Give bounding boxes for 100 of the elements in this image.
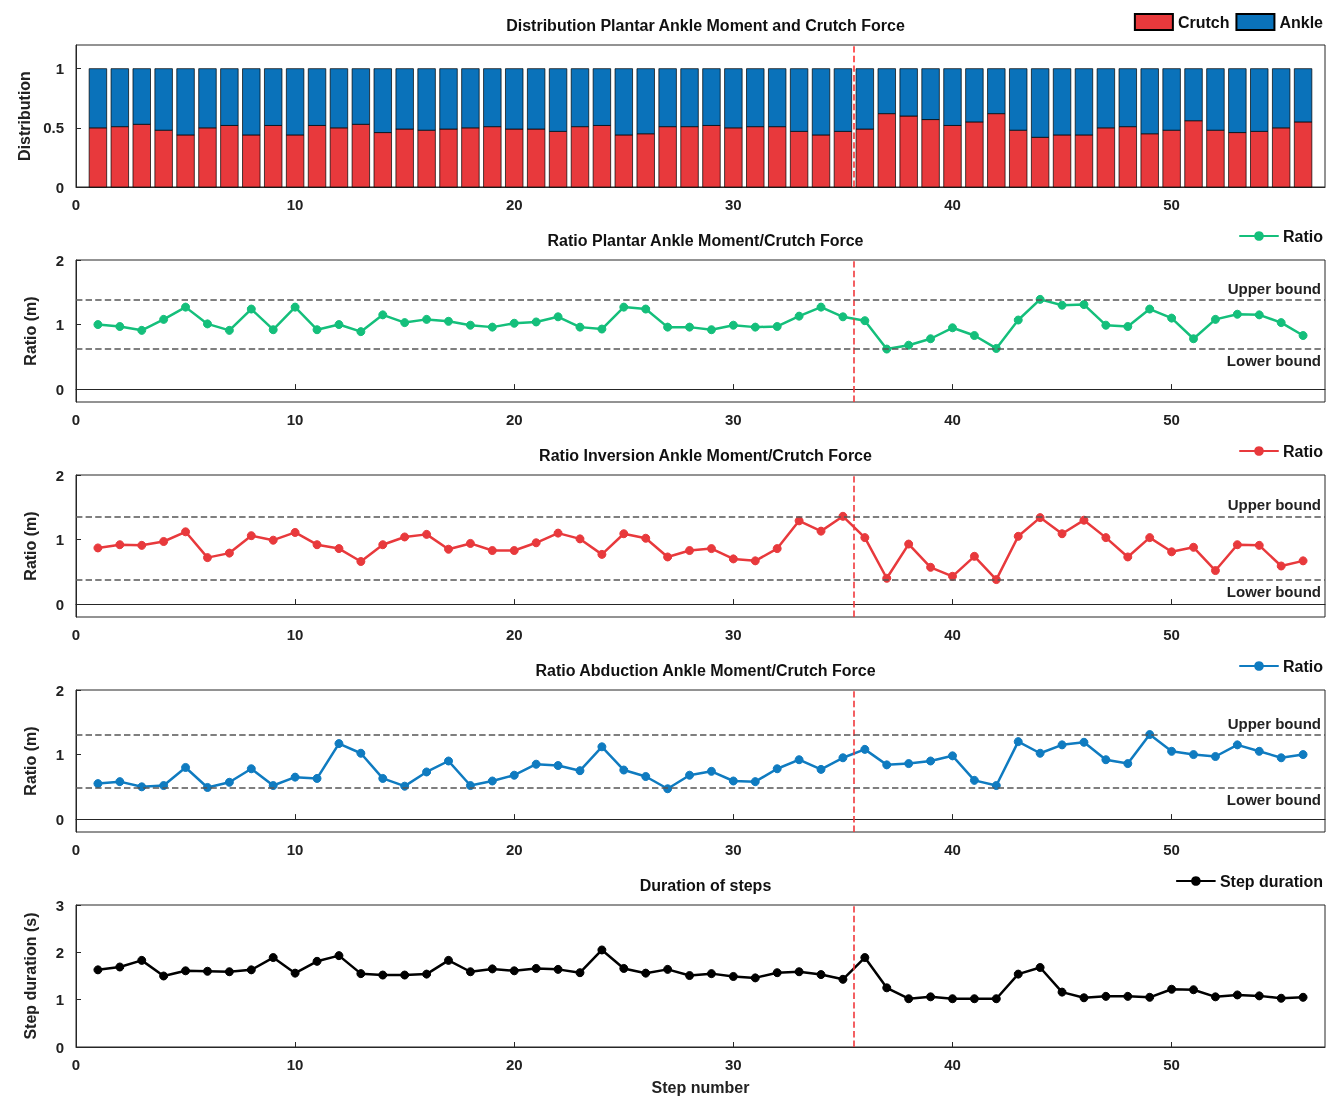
- point: [444, 544, 454, 554]
- point: [1123, 552, 1133, 562]
- point: [838, 753, 848, 763]
- point: [575, 766, 585, 776]
- point: [137, 325, 147, 335]
- point: [268, 535, 278, 545]
- y-tick-label: 0: [55, 1038, 64, 1056]
- point: [487, 546, 497, 556]
- chart-title: Distribution Plantar Ankle Moment and Crutch Force: [506, 16, 905, 34]
- point: [1254, 540, 1264, 550]
- point: [224, 967, 234, 977]
- point: [290, 772, 300, 782]
- point: [312, 540, 322, 550]
- point: [860, 744, 870, 754]
- point: [882, 760, 892, 770]
- point: [948, 323, 957, 333]
- x-tick-label: 10: [286, 626, 304, 643]
- point: [553, 312, 563, 322]
- point: [1276, 753, 1286, 763]
- point: [1298, 556, 1308, 566]
- x-tick-label: 40: [944, 841, 961, 858]
- point: [115, 321, 125, 331]
- point: [904, 539, 914, 549]
- point: [1079, 515, 1089, 525]
- point: [597, 324, 607, 334]
- point: [619, 963, 629, 973]
- x-tick-label: 30: [725, 411, 742, 428]
- point: [575, 534, 585, 544]
- y-axis-title: Ratio (m): [21, 726, 39, 796]
- y-tick-label: 1: [55, 316, 64, 334]
- point: [159, 314, 169, 324]
- point: [1189, 542, 1199, 552]
- point: [1167, 746, 1177, 756]
- point: [378, 310, 388, 320]
- y-tick-label: 1: [55, 746, 64, 764]
- point: [334, 739, 344, 749]
- point: [246, 764, 256, 774]
- legend-label: Ratio: [1283, 657, 1324, 675]
- point: [378, 540, 388, 550]
- x-tick-label: 50: [1163, 1056, 1180, 1073]
- x-tick-label: 0: [71, 411, 81, 428]
- point: [838, 312, 848, 322]
- point: [202, 553, 212, 563]
- point: [597, 742, 607, 752]
- point: [268, 953, 278, 963]
- point: [1167, 547, 1177, 557]
- point: [969, 775, 979, 785]
- point: [334, 951, 344, 961]
- x-tick-label: 30: [725, 841, 742, 858]
- x-tick-label: 40: [944, 1056, 961, 1073]
- point: [531, 317, 541, 327]
- point: [444, 955, 454, 965]
- point: [948, 571, 957, 581]
- point: [904, 994, 914, 1004]
- x-tick-label: 20: [505, 841, 523, 858]
- x-tick-label: 30: [725, 196, 742, 213]
- ref-line-label: Upper bound: [1227, 496, 1321, 514]
- point: [1298, 992, 1308, 1002]
- y-axis-title: Ratio (m): [21, 511, 39, 581]
- point: [1123, 759, 1133, 769]
- ref-line-label: Lower bound: [1226, 352, 1321, 370]
- point: [422, 314, 432, 324]
- point: [948, 994, 957, 1004]
- point: [1101, 533, 1111, 543]
- point: [641, 968, 651, 978]
- point: [356, 556, 366, 566]
- point: [422, 969, 432, 979]
- point: [860, 533, 870, 543]
- point: [1013, 315, 1023, 325]
- point: [312, 325, 322, 335]
- point: [1276, 561, 1286, 571]
- point: [816, 970, 826, 980]
- legend-label: Ratio: [1283, 227, 1324, 245]
- point: [115, 962, 125, 972]
- point: [422, 767, 432, 777]
- point: [641, 771, 651, 781]
- point: [553, 528, 563, 538]
- legend-label: Step duration: [1219, 872, 1323, 890]
- point: [1298, 331, 1308, 341]
- y-tick-label: 1: [55, 991, 64, 1009]
- ref-line-label: Upper bound: [1227, 280, 1321, 298]
- point: [1057, 300, 1067, 310]
- point: [1123, 991, 1133, 1001]
- point: [202, 966, 212, 976]
- point: [1298, 750, 1308, 760]
- chart-title: Ratio Inversion Ankle Moment/Crutch Force: [539, 446, 872, 464]
- legend-label: Ankle: [1279, 13, 1324, 31]
- x-tick-label: 50: [1163, 626, 1180, 643]
- point: [509, 318, 519, 328]
- point: [728, 554, 738, 564]
- point: [860, 316, 870, 326]
- y-tick-label: 2: [55, 681, 64, 699]
- point: [1210, 314, 1220, 324]
- point: [641, 304, 651, 314]
- point: [816, 764, 826, 774]
- point: [400, 532, 410, 542]
- x-tick-label: 30: [725, 1056, 742, 1073]
- point: [334, 544, 344, 554]
- point: [1276, 318, 1286, 328]
- y-axis-title: Distribution: [15, 71, 33, 161]
